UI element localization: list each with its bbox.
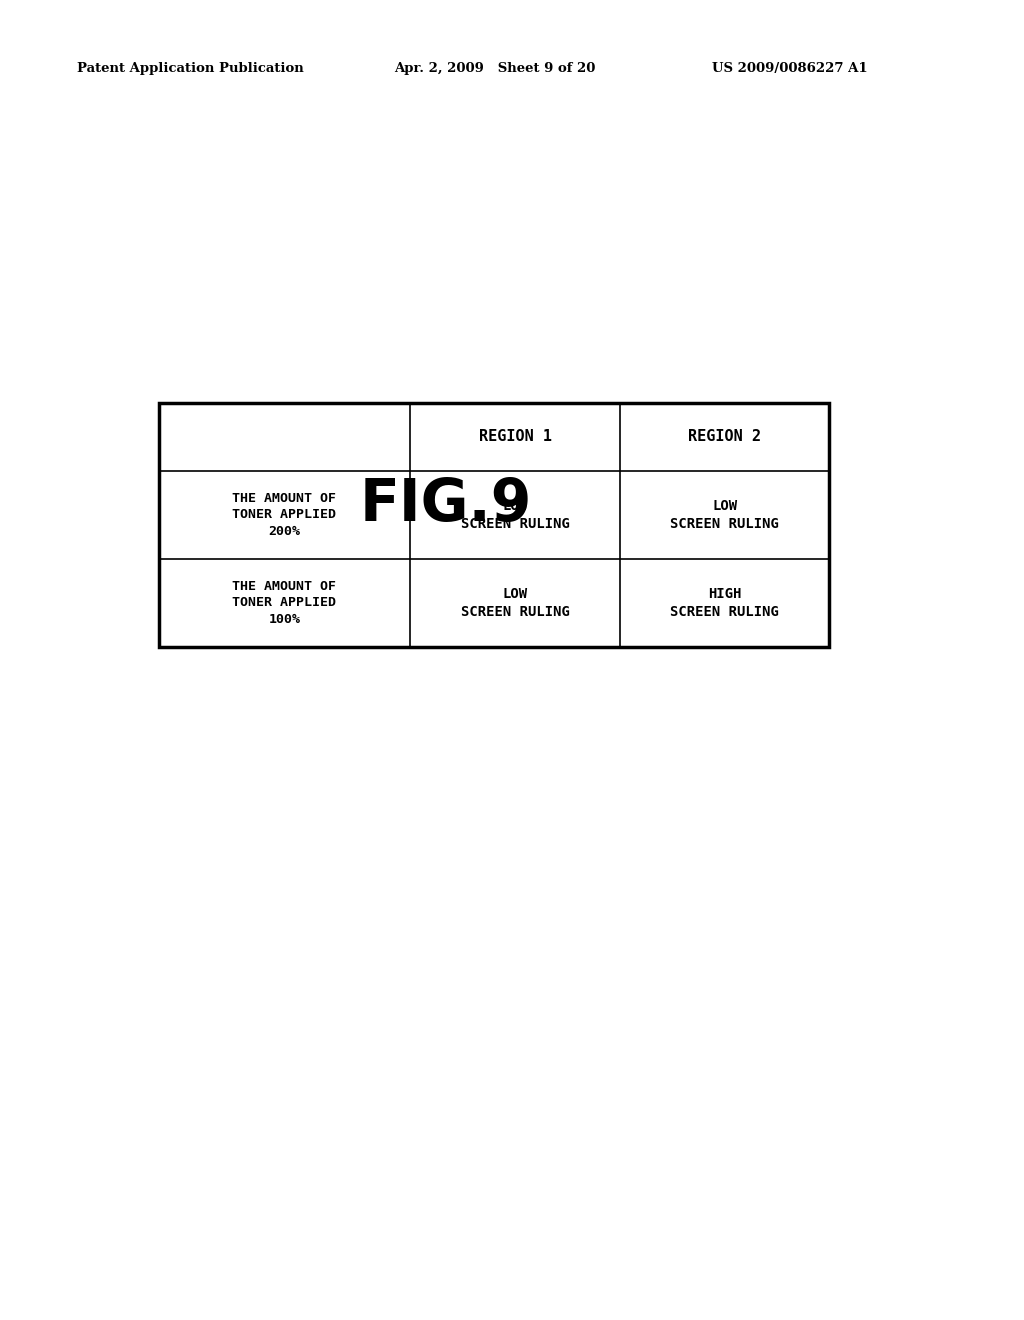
Text: REGION 2: REGION 2 [688, 429, 761, 445]
Text: THE AMOUNT OF
TONER APPLIED
100%: THE AMOUNT OF TONER APPLIED 100% [232, 579, 337, 626]
Text: LOW
SCREEN RULING: LOW SCREEN RULING [461, 499, 569, 531]
Text: HIGH
SCREEN RULING: HIGH SCREEN RULING [670, 587, 779, 619]
Text: THE AMOUNT OF
TONER APPLIED
200%: THE AMOUNT OF TONER APPLIED 200% [232, 492, 337, 539]
Text: LOW
SCREEN RULING: LOW SCREEN RULING [670, 499, 779, 531]
Bar [159, 403, 829, 647]
Text: US 2009/0086227 A1: US 2009/0086227 A1 [712, 62, 867, 75]
Text: Apr. 2, 2009   Sheet 9 of 20: Apr. 2, 2009 Sheet 9 of 20 [394, 62, 596, 75]
Text: FIG.9: FIG.9 [359, 475, 531, 533]
Text: LOW
SCREEN RULING: LOW SCREEN RULING [461, 587, 569, 619]
Text: Patent Application Publication: Patent Application Publication [77, 62, 303, 75]
Text: REGION 1: REGION 1 [478, 429, 552, 445]
